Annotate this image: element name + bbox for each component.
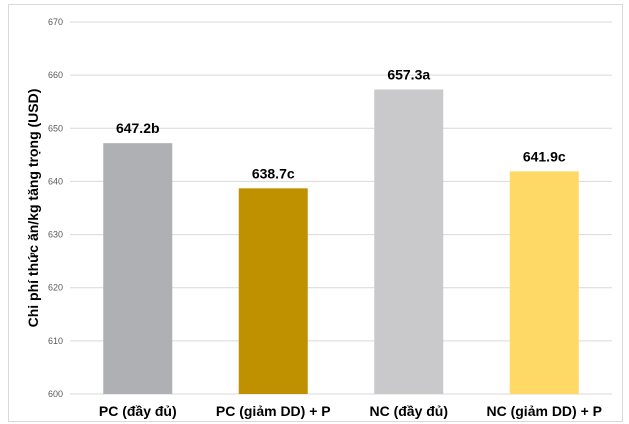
x-tick-label: PC (giảm DD) + P [216, 403, 331, 419]
x-tick-label: PC (đầy đủ) [99, 403, 177, 419]
y-tick-label: 620 [48, 283, 63, 293]
bar [509, 171, 579, 394]
y-axis-label: Chi phí thức ăn/kg tăng trọng (USD) [25, 89, 41, 328]
bar [103, 143, 173, 394]
y-tick-label: 610 [48, 336, 63, 346]
bars [103, 89, 579, 395]
data-label: 641.9c [523, 148, 566, 164]
x-tick-labels: PC (đầy đủ) PC (giảm DD) + P NC (đầy đủ) NC… [99, 403, 602, 419]
data-label: 638.7c [252, 165, 295, 181]
y-tick-label: 670 [48, 17, 63, 27]
y-tick-label: 650 [48, 123, 63, 133]
y-tick-label: 640 [48, 176, 63, 186]
y-tick-label: 630 [48, 230, 63, 240]
bar [238, 188, 308, 394]
bar [374, 89, 444, 395]
data-label: 657.3a [387, 66, 430, 82]
y-tick-labels: 600 610 620 630 640 650 660 670 [48, 17, 63, 399]
y-tick-label: 600 [48, 389, 63, 399]
x-tick-label: NC (đầy đủ) [369, 403, 448, 419]
data-labels: 647.2b 638.7c 657.3a 641.9c [116, 66, 566, 181]
data-label: 647.2b [116, 120, 160, 136]
x-tick-label: NC (giảm DD) + P [486, 403, 602, 419]
y-tick-label: 660 [48, 70, 63, 80]
